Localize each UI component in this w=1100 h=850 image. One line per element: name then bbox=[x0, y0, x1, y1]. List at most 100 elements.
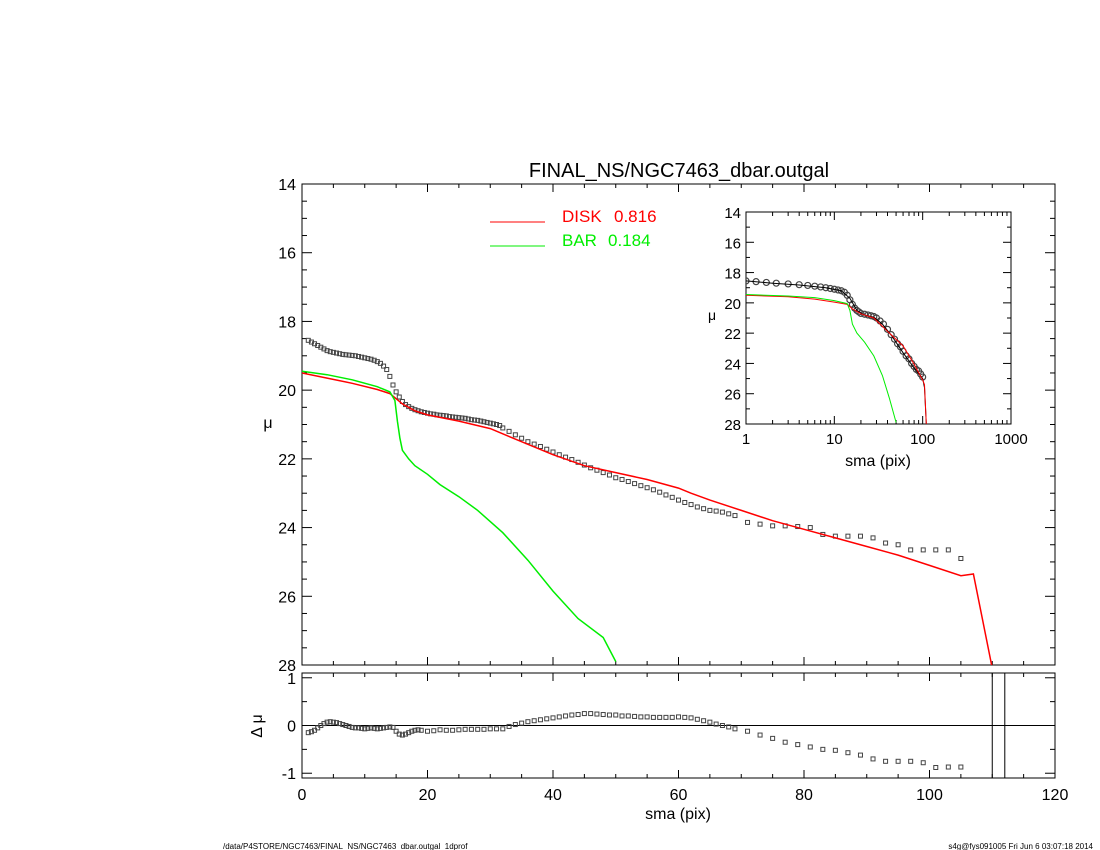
main-data-point bbox=[500, 425, 506, 431]
inset-panel: 1 10 100 1000 14 16 18 20 22 24 26 28 sma (pix) μ bbox=[708, 205, 1028, 470]
residual-y-axis-label: Δ μ bbox=[249, 714, 266, 737]
main-data-point bbox=[676, 497, 681, 503]
main-y-tick-label: 24 bbox=[278, 521, 296, 538]
residual-data-point bbox=[845, 750, 851, 756]
residual-series bbox=[305, 711, 964, 770]
residual-data-point bbox=[770, 735, 776, 741]
residual-data-point bbox=[374, 726, 380, 732]
residual-data-point bbox=[625, 713, 631, 719]
main-data-point bbox=[644, 485, 650, 491]
inset-y-tick-label: 24 bbox=[724, 356, 741, 373]
residual-data-point bbox=[390, 724, 396, 730]
residual-data-point bbox=[688, 715, 694, 721]
residual-data-point bbox=[933, 765, 939, 770]
main-data-point bbox=[324, 348, 330, 354]
main-data-point bbox=[475, 417, 481, 423]
residual-data-point bbox=[362, 726, 368, 732]
main-data-point bbox=[352, 353, 358, 359]
main-data-point bbox=[613, 475, 619, 481]
main-data-point bbox=[694, 504, 700, 510]
residual-data-point bbox=[726, 724, 732, 730]
main-data-point bbox=[531, 441, 537, 447]
residual-x-tick-label: 20 bbox=[419, 787, 437, 804]
main-data-point bbox=[340, 351, 346, 357]
residual-data-point bbox=[807, 744, 813, 750]
inset-x-tick-label: 1 bbox=[742, 431, 750, 448]
main-data-point bbox=[537, 443, 543, 449]
residual-data-point bbox=[820, 746, 826, 752]
main-data-point bbox=[657, 489, 663, 495]
residual-data-point bbox=[443, 727, 449, 733]
residual-data-point bbox=[883, 758, 889, 764]
residual-data-point bbox=[632, 713, 638, 719]
residual-data-point bbox=[387, 724, 393, 730]
main-data-point bbox=[650, 487, 656, 493]
legend-bar-value: 0.184 bbox=[608, 231, 651, 250]
residual-data-point bbox=[713, 721, 719, 727]
main-data-point bbox=[481, 419, 487, 425]
residual-x-tick-label: 120 bbox=[1042, 787, 1069, 804]
residual-data-point bbox=[556, 714, 562, 720]
inset-series bbox=[746, 277, 927, 424]
inset-line-2 bbox=[746, 294, 927, 424]
residual-data-point bbox=[305, 730, 311, 736]
main-data-point bbox=[487, 420, 493, 426]
main-series bbox=[302, 337, 993, 665]
residual-x-tick-label: 0 bbox=[298, 787, 307, 804]
residual-data-point bbox=[857, 752, 863, 758]
residual-y-tick-label: -1 bbox=[282, 766, 296, 783]
inset-x-tick-label: 100 bbox=[910, 431, 935, 448]
inset-y-tick-label: 18 bbox=[724, 266, 741, 283]
main-data-point bbox=[701, 506, 707, 512]
main-data-point bbox=[544, 446, 550, 452]
main-data-point bbox=[465, 416, 471, 422]
inset-y-axis-label: μ bbox=[708, 307, 716, 323]
main-data-point bbox=[732, 513, 738, 519]
main-data-point bbox=[490, 421, 496, 427]
residual-data-point bbox=[468, 726, 474, 732]
residual-data-point bbox=[588, 711, 594, 717]
residual-data-point bbox=[512, 722, 518, 728]
residual-x-tick-label: 100 bbox=[916, 787, 943, 804]
main-data-point bbox=[343, 352, 349, 358]
residual-data-point bbox=[638, 714, 644, 720]
residual-data-point bbox=[676, 714, 681, 720]
residual-data-point bbox=[782, 739, 788, 745]
residual-data-point bbox=[475, 726, 481, 732]
main-data-point bbox=[384, 367, 390, 373]
inset-x-tick-label: 10 bbox=[826, 431, 843, 448]
residual-data-point bbox=[544, 716, 550, 722]
legend-disk-value: 0.816 bbox=[614, 207, 657, 226]
inset-y-tick-label: 28 bbox=[724, 417, 741, 434]
residual-data-point bbox=[550, 715, 556, 721]
residual-data-point bbox=[415, 727, 421, 733]
residual-data-point bbox=[425, 728, 430, 734]
residual-data-point bbox=[500, 726, 506, 732]
main-data-point bbox=[334, 350, 340, 356]
residual-data-point bbox=[694, 716, 700, 722]
main-data-point bbox=[387, 373, 393, 379]
residual-data-point bbox=[359, 725, 365, 731]
residual-data-point bbox=[669, 714, 675, 720]
residual-data-point bbox=[895, 758, 901, 764]
main-data-point bbox=[484, 419, 490, 425]
main-data-point bbox=[883, 540, 889, 546]
residual-data-point bbox=[719, 723, 725, 728]
residual-data-point bbox=[650, 714, 656, 720]
residual-data-point bbox=[334, 720, 340, 726]
main-data-point bbox=[619, 476, 625, 482]
residual-data-point bbox=[371, 725, 377, 731]
residual-data-point bbox=[707, 719, 713, 725]
main-data-point bbox=[337, 351, 343, 357]
residual-data-point bbox=[958, 764, 964, 770]
footer-timestamp: s4g@fys091005 Fri Jun 6 03:07:18 2014 bbox=[948, 842, 1093, 850]
main-data-point bbox=[682, 499, 688, 505]
residual-data-point bbox=[393, 728, 399, 734]
main-disk-line bbox=[302, 372, 993, 665]
residual-data-point bbox=[795, 742, 801, 748]
inset-line-3 bbox=[746, 294, 897, 423]
main-data-point bbox=[707, 507, 713, 513]
main-data-point bbox=[625, 479, 631, 485]
main-data-point bbox=[459, 415, 465, 421]
